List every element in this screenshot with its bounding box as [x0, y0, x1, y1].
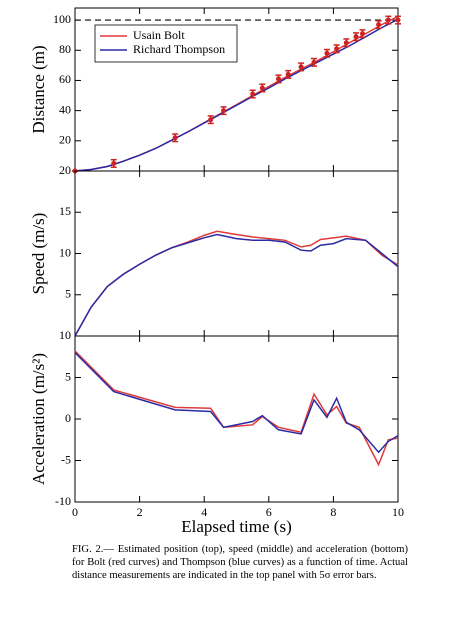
series-line — [74, 18, 399, 172]
measurement-point — [385, 17, 391, 23]
measurement-point — [343, 40, 349, 46]
measurement-point — [250, 91, 256, 97]
error-bar — [395, 15, 401, 25]
measurement-point — [395, 17, 401, 23]
y-tick-label: 5 — [65, 369, 71, 383]
error-bar — [385, 15, 392, 25]
error-bar — [343, 38, 350, 48]
y-axis-label: Acceleration (m/s²) — [29, 353, 48, 485]
y-axis-label: Speed (m/s) — [29, 213, 48, 295]
x-tick-label: 4 — [201, 505, 207, 519]
y-axis-label: Distance (m) — [29, 45, 48, 133]
legend-label: Usain Bolt — [133, 28, 185, 42]
error-bar — [259, 83, 266, 93]
error-bar — [311, 57, 318, 67]
y-tick-label: 100 — [53, 12, 71, 26]
series-line — [74, 230, 399, 337]
measurement-point — [359, 31, 365, 37]
error-bar — [359, 29, 366, 39]
error-bar — [375, 20, 382, 30]
error-bar — [298, 62, 305, 72]
measurement-point — [208, 117, 214, 123]
measurement-point — [298, 64, 304, 70]
y-tick-label: 0 — [65, 411, 71, 425]
x-tick-label: 8 — [330, 505, 336, 519]
plot-frame — [74, 170, 399, 337]
y-tick-label: 40 — [59, 102, 71, 116]
y-tick-label: 80 — [59, 42, 71, 56]
y-tick-label: 20 — [59, 163, 71, 177]
error-bar — [333, 44, 340, 54]
measurement-point — [259, 85, 265, 91]
y-tick-label: 10 — [59, 245, 71, 259]
error-bar — [323, 48, 330, 58]
plot-frame — [74, 335, 399, 503]
y-tick-label: -10 — [55, 494, 71, 508]
measurement-point — [111, 160, 117, 166]
y-tick-label: 15 — [59, 204, 71, 218]
measurement-point — [311, 59, 317, 65]
y-tick-label: 5 — [65, 287, 71, 301]
measurement-point — [275, 76, 281, 82]
legend-label: Richard Thompson — [133, 42, 225, 56]
error-bar — [220, 106, 227, 116]
y-tick-label: 60 — [59, 72, 71, 86]
series-line — [74, 352, 399, 454]
measurement-point — [353, 34, 359, 40]
measurement-point — [376, 22, 382, 28]
y-tick-label: -5 — [61, 452, 71, 466]
error-bar — [172, 133, 179, 143]
x-tick-label: 2 — [137, 505, 143, 519]
measurement-point — [221, 108, 227, 114]
measurement-point — [324, 50, 330, 56]
error-bar — [110, 158, 117, 168]
legend-box — [94, 24, 238, 63]
x-axis-label: Elapsed time (s) — [181, 517, 291, 536]
x-tick-label: 6 — [266, 505, 272, 519]
x-tick-label: 10 — [392, 505, 404, 519]
measurement-point — [172, 135, 178, 141]
measurement-point — [334, 46, 340, 52]
y-tick-label: 20 — [59, 133, 71, 147]
y-tick-label: 10 — [59, 328, 71, 342]
x-tick-label: 0 — [72, 505, 78, 519]
caption: FIG. 2.— Estimated position (top), speed… — [72, 544, 408, 581]
error-bar — [285, 69, 292, 79]
series-line — [74, 233, 399, 337]
error-bar — [353, 32, 360, 42]
series-line — [74, 350, 399, 467]
error-bar — [275, 74, 282, 84]
measurement-point — [285, 71, 291, 77]
error-bar — [249, 89, 256, 99]
error-bar — [207, 115, 214, 125]
